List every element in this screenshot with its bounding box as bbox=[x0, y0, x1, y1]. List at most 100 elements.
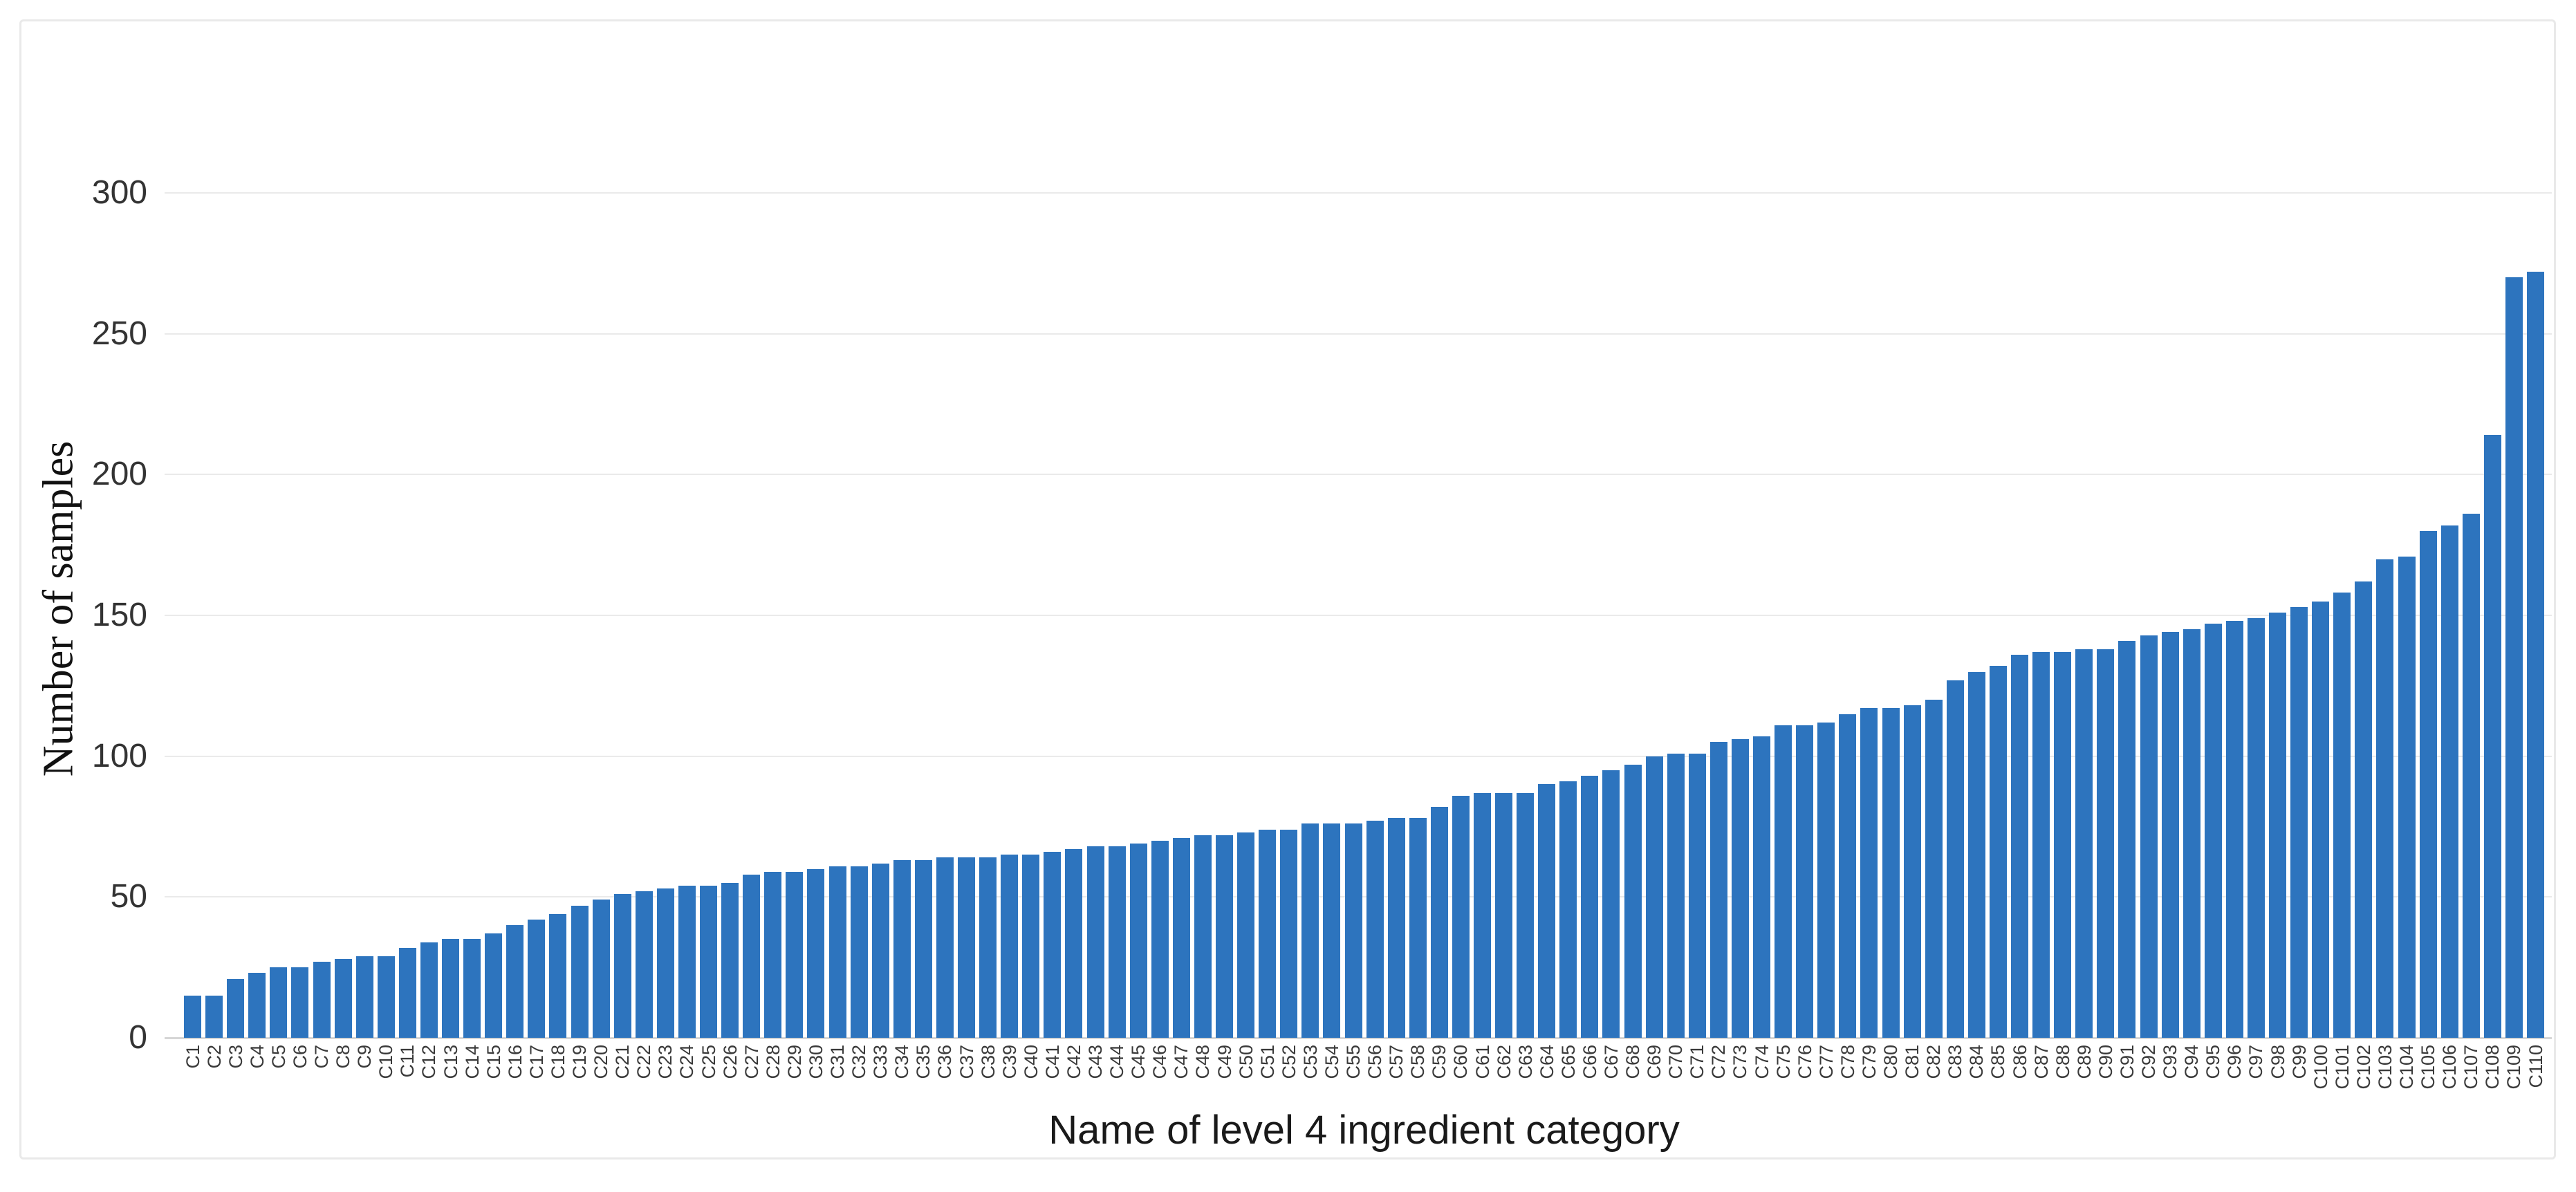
x-tick-label-C2: C2 bbox=[203, 1045, 225, 1069]
bar-C100 bbox=[2312, 601, 2330, 1038]
bar-C61 bbox=[1474, 792, 1491, 1038]
bar-C20 bbox=[592, 900, 610, 1038]
x-tick-label-C20: C20 bbox=[591, 1045, 612, 1079]
bar-C81 bbox=[1903, 705, 1921, 1038]
x-tick-label-C103: C103 bbox=[2374, 1045, 2396, 1090]
bar-C11 bbox=[398, 947, 416, 1038]
bar-C104 bbox=[2398, 556, 2416, 1038]
x-tick-label-C76: C76 bbox=[1794, 1045, 1815, 1079]
x-tick-label-C33: C33 bbox=[870, 1045, 891, 1079]
bar-C3 bbox=[227, 978, 245, 1038]
x-tick-label-C38: C38 bbox=[977, 1045, 999, 1079]
x-tick-label-C45: C45 bbox=[1128, 1045, 1149, 1079]
bar-C84 bbox=[1967, 671, 1985, 1038]
bar-C10 bbox=[377, 956, 395, 1038]
x-tick-label-C97: C97 bbox=[2245, 1045, 2267, 1079]
y-tick-label-100: 100 bbox=[91, 737, 147, 774]
bar-C17 bbox=[528, 919, 546, 1038]
x-tick-label-C59: C59 bbox=[1429, 1045, 1450, 1079]
bar-C65 bbox=[1559, 781, 1577, 1038]
x-tick-label-C31: C31 bbox=[827, 1045, 848, 1079]
x-tick-label-C85: C85 bbox=[1987, 1045, 2009, 1079]
x-tick-label-C75: C75 bbox=[1772, 1045, 1794, 1079]
bar-C56 bbox=[1366, 821, 1384, 1038]
x-axis-line bbox=[165, 1037, 2552, 1039]
bar-C32 bbox=[850, 866, 868, 1038]
x-tick-label-C37: C37 bbox=[956, 1045, 977, 1079]
gridline-100 bbox=[165, 755, 2552, 757]
x-tick-label-C54: C54 bbox=[1321, 1045, 1342, 1079]
x-tick-label-C56: C56 bbox=[1364, 1045, 1385, 1079]
x-tick-label-C16: C16 bbox=[504, 1045, 526, 1079]
bar-C91 bbox=[2118, 640, 2136, 1038]
bar-C64 bbox=[1538, 784, 1556, 1038]
bar-C82 bbox=[1925, 700, 1943, 1038]
x-tick-label-C73: C73 bbox=[1730, 1045, 1751, 1079]
bar-C35 bbox=[914, 860, 932, 1038]
x-tick-label-C110: C110 bbox=[2525, 1045, 2546, 1088]
bar-C60 bbox=[1452, 795, 1470, 1038]
bar-C51 bbox=[1259, 829, 1277, 1038]
bar-C107 bbox=[2462, 514, 2480, 1038]
x-tick-label-C11: C11 bbox=[397, 1045, 418, 1078]
bar-C94 bbox=[2183, 629, 2200, 1038]
bar-C77 bbox=[1817, 722, 1835, 1038]
x-tick-label-C101: C101 bbox=[2331, 1045, 2353, 1090]
x-tick-label-C23: C23 bbox=[655, 1045, 676, 1079]
bar-C21 bbox=[613, 894, 631, 1038]
bar-C74 bbox=[1753, 736, 1770, 1038]
x-tick-label-C43: C43 bbox=[1085, 1045, 1106, 1079]
x-tick-label-C3: C3 bbox=[225, 1045, 246, 1069]
x-tick-label-C84: C84 bbox=[1966, 1045, 1987, 1079]
bar-C52 bbox=[1280, 829, 1298, 1038]
x-tick-label-C29: C29 bbox=[784, 1045, 805, 1079]
x-tick-label-C46: C46 bbox=[1149, 1045, 1171, 1079]
x-tick-label-C55: C55 bbox=[1343, 1045, 1364, 1079]
bar-C24 bbox=[678, 886, 696, 1038]
x-tick-label-C36: C36 bbox=[934, 1045, 956, 1079]
bar-C102 bbox=[2355, 581, 2373, 1038]
x-tick-label-C22: C22 bbox=[633, 1045, 655, 1079]
bar-C101 bbox=[2333, 593, 2351, 1038]
bar-C90 bbox=[2097, 649, 2115, 1038]
y-tick-label-200: 200 bbox=[91, 456, 147, 493]
bar-C93 bbox=[2161, 632, 2179, 1038]
bar-C75 bbox=[1775, 725, 1792, 1038]
x-tick-label-C14: C14 bbox=[461, 1045, 483, 1079]
x-tick-label-C5: C5 bbox=[268, 1045, 289, 1069]
x-tick-label-C41: C41 bbox=[1041, 1045, 1063, 1079]
bar-C28 bbox=[764, 871, 782, 1038]
x-tick-label-C7: C7 bbox=[311, 1045, 332, 1069]
bar-C1 bbox=[184, 995, 201, 1038]
bar-C53 bbox=[1301, 823, 1319, 1038]
x-tick-label-C26: C26 bbox=[719, 1045, 741, 1079]
x-tick-label-C53: C53 bbox=[1299, 1045, 1321, 1079]
y-tick-label-50: 50 bbox=[110, 878, 147, 915]
bar-C44 bbox=[1108, 846, 1126, 1038]
bar-C96 bbox=[2225, 621, 2243, 1038]
x-tick-label-C50: C50 bbox=[1235, 1045, 1257, 1079]
x-tick-label-C4: C4 bbox=[246, 1045, 268, 1069]
bar-C110 bbox=[2527, 272, 2544, 1038]
x-tick-label-C24: C24 bbox=[676, 1045, 698, 1079]
x-tick-label-C10: C10 bbox=[376, 1045, 397, 1079]
x-tick-label-C58: C58 bbox=[1407, 1045, 1429, 1079]
bar-C33 bbox=[871, 863, 889, 1038]
bar-C103 bbox=[2376, 559, 2394, 1038]
x-tick-label-C99: C99 bbox=[2288, 1045, 2310, 1079]
x-tick-label-C17: C17 bbox=[526, 1045, 547, 1079]
bar-C4 bbox=[248, 973, 266, 1038]
x-tick-label-C93: C93 bbox=[2160, 1045, 2181, 1079]
x-tick-label-C70: C70 bbox=[1665, 1045, 1687, 1079]
x-tick-label-C12: C12 bbox=[418, 1045, 440, 1079]
bar-C12 bbox=[420, 942, 438, 1038]
bar-C67 bbox=[1602, 770, 1620, 1038]
x-tick-label-C89: C89 bbox=[2073, 1045, 2095, 1079]
x-tick-label-C83: C83 bbox=[1945, 1045, 1966, 1079]
bar-C98 bbox=[2269, 612, 2286, 1038]
bar-C105 bbox=[2419, 530, 2437, 1038]
bar-C26 bbox=[721, 883, 739, 1038]
x-tick-label-C34: C34 bbox=[891, 1045, 913, 1079]
bar-C13 bbox=[442, 939, 459, 1038]
bar-C50 bbox=[1237, 832, 1254, 1038]
